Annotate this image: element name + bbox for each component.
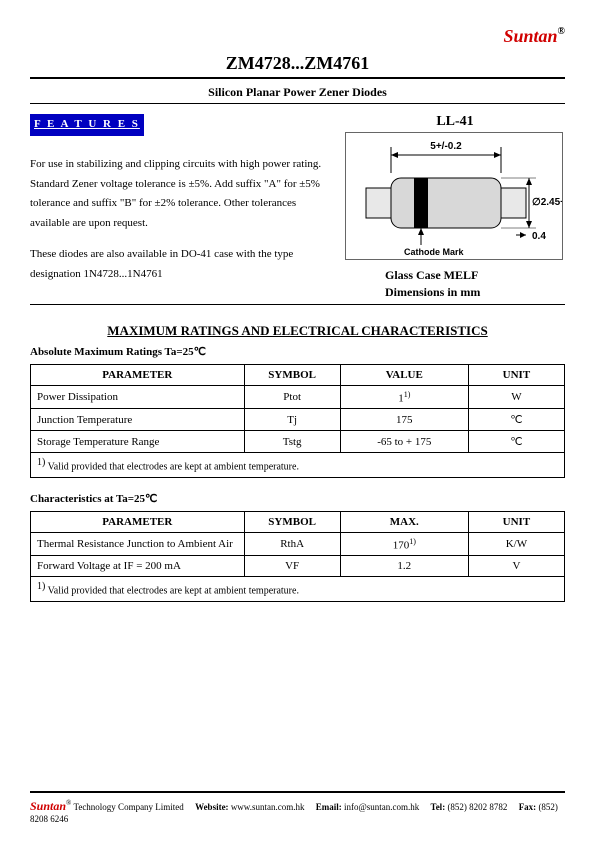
table-cell: Forward Voltage at IF = 200 mA	[31, 556, 245, 577]
table-cell: -65 to + 175	[340, 431, 468, 453]
page-subtitle: Silicon Planar Power Zener Diodes	[30, 85, 565, 100]
footer-website-label: Website:	[195, 802, 229, 812]
table-header: UNIT	[468, 364, 564, 385]
table-header: PARAMETER	[31, 511, 245, 532]
divider	[30, 103, 565, 104]
table-caption: Characteristics at Ta=25℃	[30, 492, 565, 505]
table-cell: RthA	[244, 532, 340, 556]
features-paragraph: These diodes are also available in DO-41…	[30, 245, 333, 285]
brand-text: Suntan	[503, 26, 557, 46]
footer-tel: (852) 8202 8782	[447, 802, 507, 812]
package-name: LL-41	[345, 114, 565, 130]
footer-fax-label: Fax:	[519, 802, 537, 812]
features-paragraph: For use in stabilizing and clipping circ…	[30, 155, 333, 234]
table-footnote: 1) Valid provided that electrodes are ke…	[31, 453, 565, 477]
table-header: MAX.	[340, 511, 468, 532]
dim-diameter: ∅2.45+/-0.1	[532, 197, 563, 208]
table-cell: 1701)	[340, 532, 468, 556]
table-cell: 11)	[340, 385, 468, 409]
footer-email: info@suntan.com.hk	[344, 802, 419, 812]
table-header: UNIT	[468, 511, 564, 532]
page-footer: Suntan® Technology Company Limited Websi…	[30, 791, 565, 824]
footer-email-label: Email:	[316, 802, 342, 812]
table-header: VALUE	[340, 364, 468, 385]
table-row: Junction TemperatureTj175℃	[31, 409, 565, 431]
cathode-label: Cathode Mark	[404, 247, 465, 257]
brand-logo: Suntan®	[30, 26, 565, 47]
table-cell: Ptot	[244, 385, 340, 409]
footer-tel-label: Tel:	[431, 802, 446, 812]
characteristics-table: PARAMETERSYMBOLMAX.UNIT Thermal Resistanc…	[30, 511, 565, 602]
table-cell: Power Dissipation	[31, 385, 245, 409]
package-caption: Dimensions in mm	[385, 284, 565, 301]
table-row: Power DissipationPtot11)W	[31, 385, 565, 409]
table-row: Thermal Resistance Junction to Ambient A…	[31, 532, 565, 556]
footer-brand-reg: ®	[66, 799, 71, 807]
table-cell: ℃	[468, 409, 564, 431]
footer-website: www.suntan.com.hk	[231, 802, 305, 812]
brand-reg: ®	[558, 26, 565, 37]
table-cell: 1.2	[340, 556, 468, 577]
dim-length: 5+/-0.2	[430, 141, 462, 152]
table-cell: ℃	[468, 431, 564, 453]
table-cell: W	[468, 385, 564, 409]
table-cell: V	[468, 556, 564, 577]
table-cell: K/W	[468, 532, 564, 556]
table-cell: Junction Temperature	[31, 409, 245, 431]
package-caption: Glass Case MELF	[385, 267, 565, 284]
divider	[30, 304, 565, 305]
footer-brand: Suntan	[30, 799, 66, 813]
page-title: ZM4728...ZM4761	[30, 53, 565, 74]
table-cell: Tj	[244, 409, 340, 431]
table-header: SYMBOL	[244, 364, 340, 385]
features-heading: F E A T U R E S	[30, 114, 144, 136]
table-cell: Tstg	[244, 431, 340, 453]
table-footnote: 1) Valid provided that electrodes are ke…	[31, 577, 565, 601]
divider	[30, 77, 565, 79]
table-header: PARAMETER	[31, 364, 245, 385]
table-caption: Absolute Maximum Ratings Ta=25℃	[30, 345, 565, 358]
table-header: SYMBOL	[244, 511, 340, 532]
dim-lead: 0.4	[532, 231, 546, 242]
table-cell: Thermal Resistance Junction to Ambient A…	[31, 532, 245, 556]
table-cell: 175	[340, 409, 468, 431]
table-row: Forward Voltage at IF = 200 mAVF1.2V	[31, 556, 565, 577]
table-row: Storage Temperature RangeTstg-65 to + 17…	[31, 431, 565, 453]
ratings-table: PARAMETERSYMBOLVALUEUNITPower Dissipatio…	[30, 364, 565, 478]
table-cell: VF	[244, 556, 340, 577]
table-cell: Storage Temperature Range	[31, 431, 245, 453]
package-diagram: 5+/-0.2 ∅2.45+/-0.1 0.4	[345, 132, 563, 260]
footer-company: Technology Company Limited	[73, 802, 183, 812]
section-heading: MAXIMUM RATINGS AND ELECTRICAL CHARACTER…	[30, 323, 565, 339]
